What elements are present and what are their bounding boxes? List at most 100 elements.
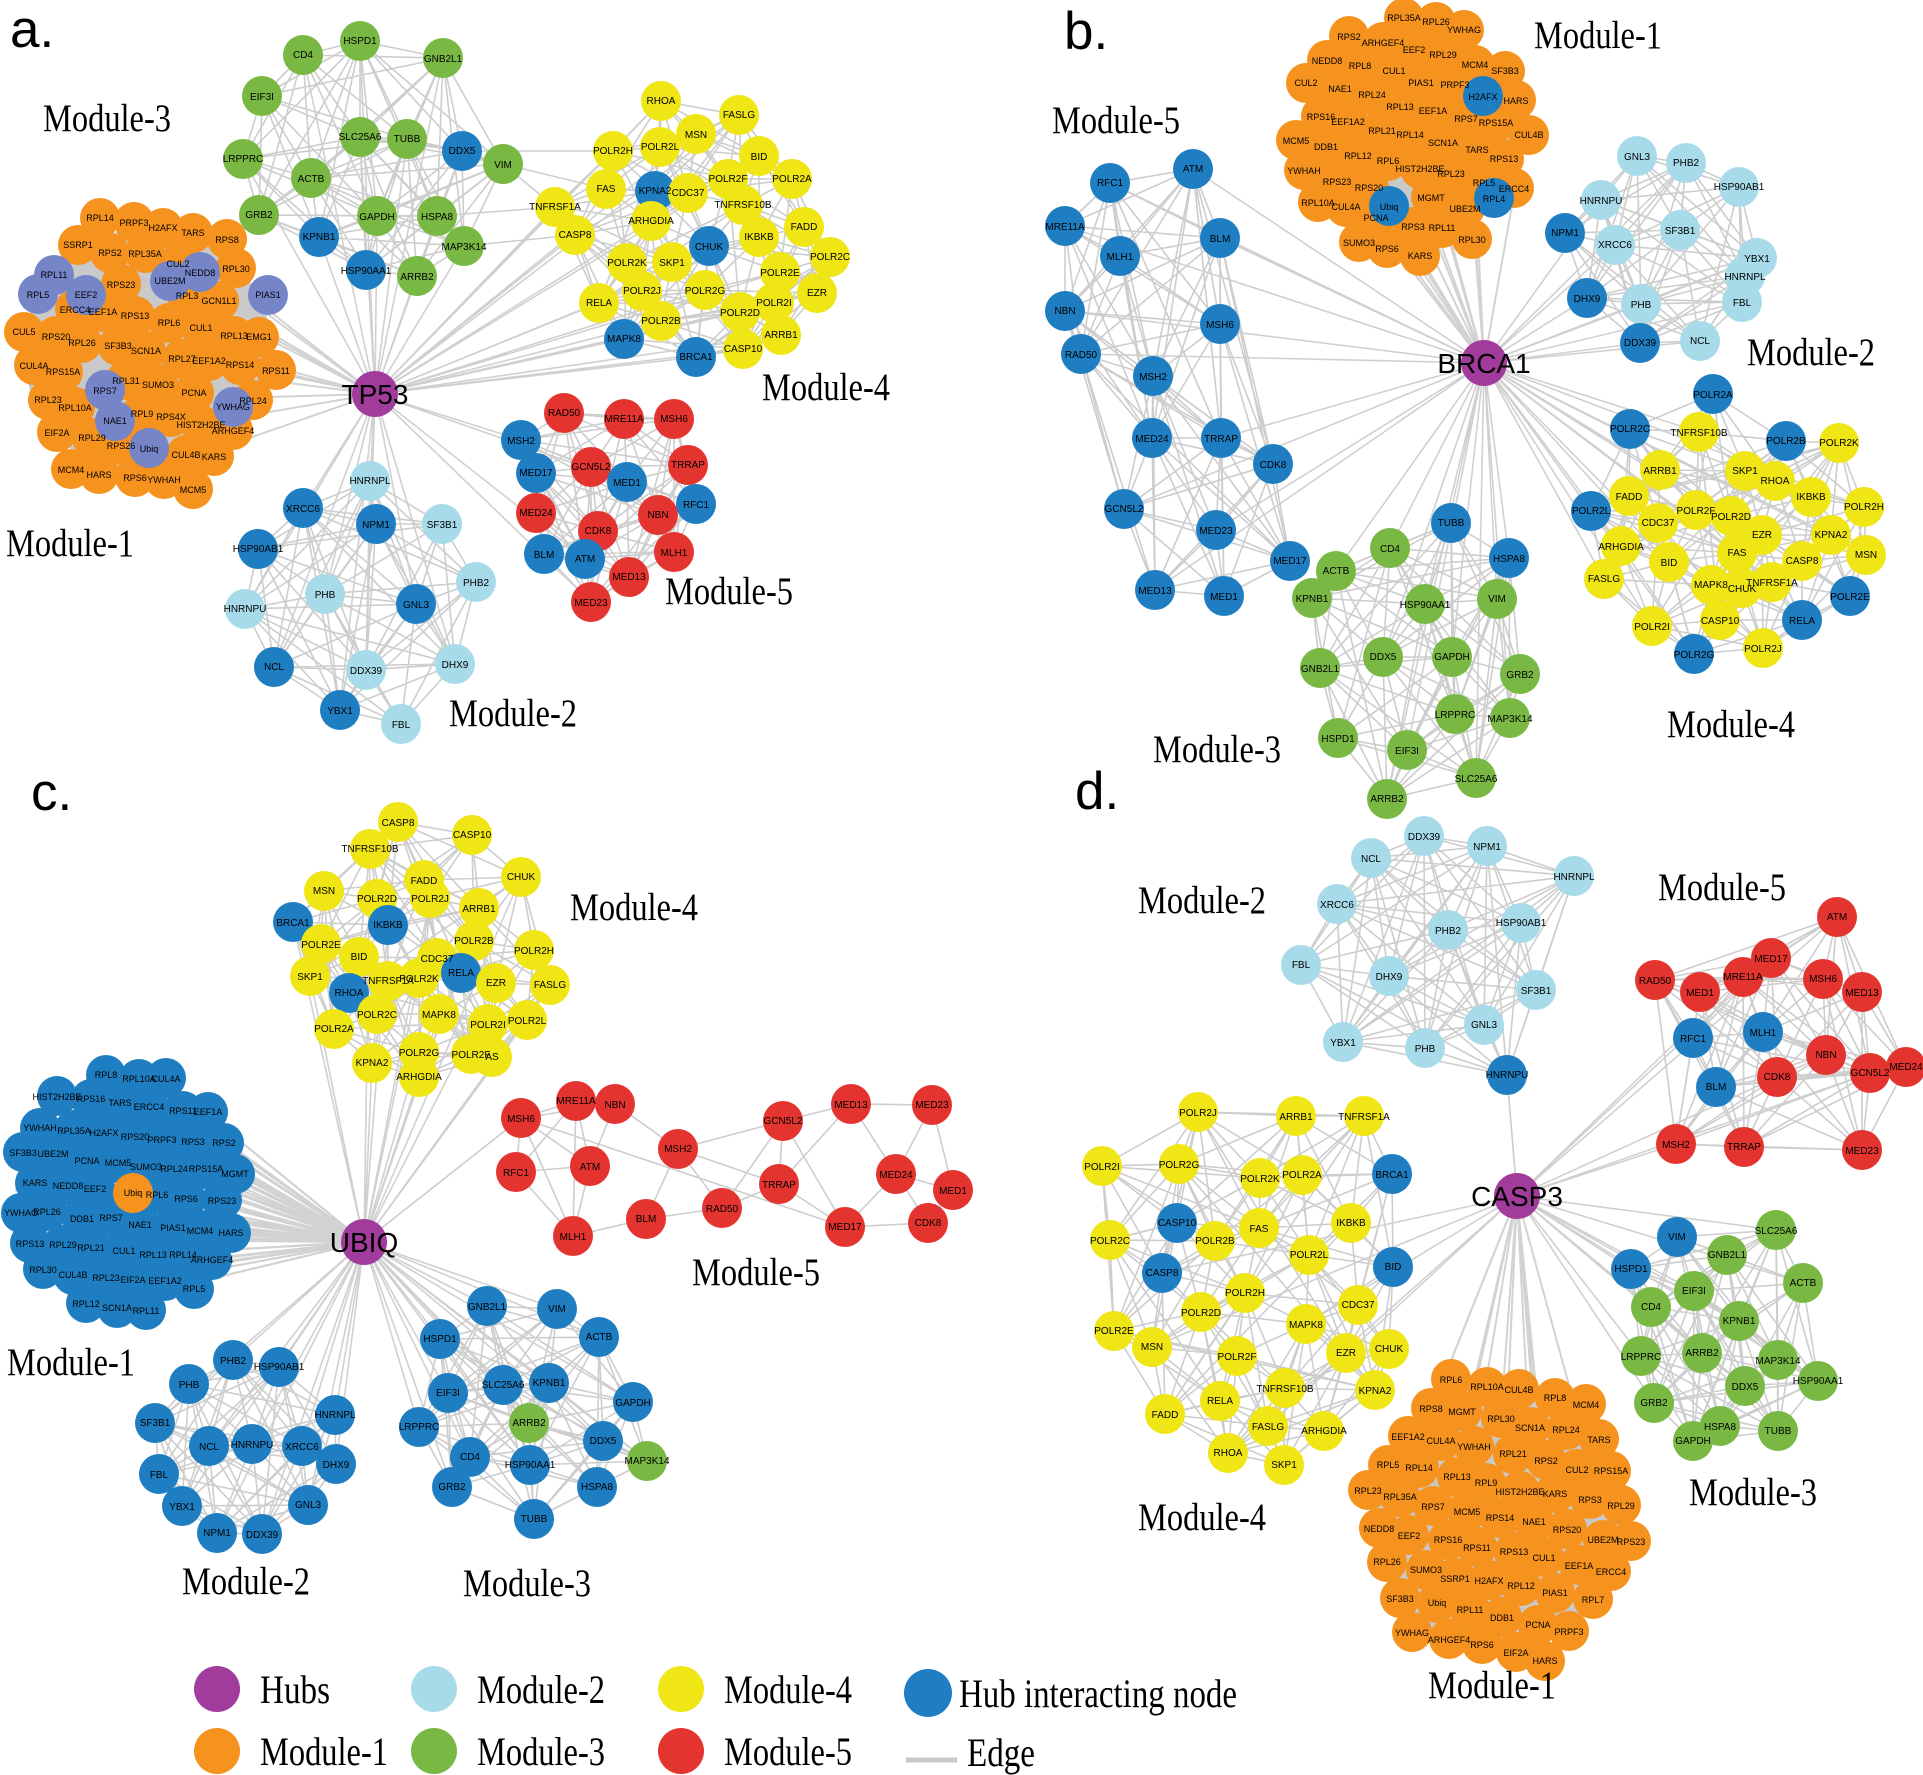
svg-text:Module-1: Module-1 (6, 522, 134, 565)
svg-text:MCM4: MCM4 (187, 1226, 214, 1236)
svg-text:RPL6: RPL6 (158, 318, 181, 328)
svg-text:VIM: VIM (1488, 594, 1506, 605)
svg-text:MED23: MED23 (1199, 526, 1233, 537)
svg-text:CASP8: CASP8 (1786, 556, 1819, 567)
svg-text:SF3B3: SF3B3 (1386, 1594, 1414, 1604)
svg-text:ARHGDIA: ARHGDIA (1598, 542, 1644, 553)
svg-text:UBE2M: UBE2M (37, 1149, 68, 1159)
svg-text:DDB1: DDB1 (70, 1214, 94, 1224)
svg-text:POLR2I: POLR2I (1084, 1162, 1120, 1173)
svg-text:CUL1: CUL1 (1382, 66, 1405, 76)
svg-text:RPS13: RPS13 (16, 1239, 45, 1249)
svg-text:CUL4B: CUL4B (58, 1270, 87, 1280)
svg-text:YWHAH: YWHAH (1287, 166, 1321, 176)
svg-text:POLR2J: POLR2J (411, 894, 449, 905)
svg-text:POLR2E: POLR2E (1094, 1326, 1134, 1337)
svg-text:HNRNPL: HNRNPL (1553, 872, 1595, 883)
svg-text:CHUK: CHUK (1728, 584, 1757, 595)
svg-text:Module-2: Module-2 (182, 1560, 310, 1603)
svg-text:RPL35A: RPL35A (57, 1126, 91, 1136)
svg-text:POLR2J: POLR2J (1744, 644, 1782, 655)
svg-text:POLR2B: POLR2B (641, 316, 681, 327)
svg-text:EZR: EZR (807, 288, 827, 299)
svg-text:RPL12: RPL12 (72, 1299, 100, 1309)
svg-text:ATM: ATM (1183, 164, 1203, 175)
svg-text:HNRNPU: HNRNPU (1580, 196, 1623, 207)
svg-text:PIAS1: PIAS1 (160, 1223, 186, 1233)
svg-text:EEF2: EEF2 (84, 1184, 107, 1194)
svg-text:POLR2J: POLR2J (623, 286, 661, 297)
svg-text:PRPF3: PRPF3 (1554, 1627, 1583, 1637)
svg-text:TARS: TARS (108, 1098, 131, 1108)
svg-text:YWHAH: YWHAH (1457, 1442, 1491, 1452)
svg-text:GNL3: GNL3 (295, 1500, 322, 1511)
svg-text:ERCC4: ERCC4 (1596, 1567, 1627, 1577)
svg-text:IKBKB: IKBKB (744, 232, 774, 243)
svg-text:CD4: CD4 (460, 1452, 480, 1463)
svg-text:BRCA1: BRCA1 (1375, 1170, 1409, 1181)
svg-text:SF3B3: SF3B3 (104, 341, 132, 351)
svg-text:DDX5: DDX5 (449, 146, 476, 157)
svg-text:MED17: MED17 (1273, 556, 1307, 567)
svg-text:POLR2F: POLR2F (1218, 1352, 1257, 1363)
svg-text:RHOA: RHOA (1214, 1448, 1243, 1459)
svg-text:Ubiq: Ubiq (1428, 1598, 1447, 1608)
svg-text:POLR2G: POLR2G (1159, 1160, 1200, 1171)
svg-text:RPS8: RPS8 (1419, 1404, 1443, 1414)
svg-text:POLR2H: POLR2H (514, 946, 554, 957)
svg-text:CUL4A: CUL4A (19, 361, 48, 371)
svg-text:RPS6: RPS6 (174, 1194, 198, 1204)
svg-text:RAD50: RAD50 (1065, 350, 1098, 361)
svg-text:CHUK: CHUK (507, 872, 536, 883)
svg-text:MAPK8: MAPK8 (1694, 580, 1728, 591)
svg-text:RFC1: RFC1 (503, 1168, 530, 1179)
svg-text:NBN: NBN (1815, 1050, 1836, 1061)
svg-text:BLM: BLM (1706, 1082, 1727, 1093)
svg-text:POLR2L: POLR2L (1572, 506, 1611, 517)
svg-text:Ubiq: Ubiq (1380, 202, 1399, 212)
svg-text:RPL23: RPL23 (92, 1273, 120, 1283)
svg-text:SSRP1: SSRP1 (1440, 1574, 1470, 1584)
svg-text:FASLG: FASLG (723, 110, 755, 121)
svg-text:MLH1: MLH1 (1750, 1028, 1777, 1039)
svg-text:MSN: MSN (1855, 550, 1877, 561)
svg-text:GCN5L2: GCN5L2 (572, 462, 611, 473)
svg-text:RPL6: RPL6 (1440, 1375, 1463, 1385)
svg-text:POLR2I: POLR2I (1634, 622, 1670, 633)
svg-text:MAPK8: MAPK8 (1289, 1320, 1323, 1331)
svg-text:CUL4A: CUL4A (151, 1074, 180, 1084)
svg-text:EEF1A2: EEF1A2 (1391, 1432, 1425, 1442)
svg-text:TP53: TP53 (342, 379, 409, 410)
svg-text:NEDD8: NEDD8 (185, 268, 216, 278)
svg-text:POLR2D: POLR2D (357, 894, 397, 905)
svg-text:RPL5: RPL5 (183, 1284, 206, 1294)
svg-text:TNFRSF10B: TNFRSF10B (1256, 1384, 1314, 1395)
svg-text:ARRB1: ARRB1 (462, 904, 496, 915)
svg-text:KARS: KARS (23, 1178, 48, 1188)
svg-text:Module-3: Module-3 (43, 97, 171, 140)
svg-text:ATM: ATM (580, 1162, 600, 1173)
svg-text:HSPD1: HSPD1 (1321, 734, 1355, 745)
svg-text:RPS11: RPS11 (262, 366, 290, 376)
svg-text:EMG1: EMG1 (246, 332, 272, 342)
svg-text:MRE11A: MRE11A (556, 1096, 596, 1107)
svg-text:HSPA8: HSPA8 (1704, 1422, 1736, 1433)
svg-text:ACTB: ACTB (1323, 566, 1350, 577)
svg-text:EIF3I: EIF3I (250, 92, 274, 103)
svg-text:Module-3: Module-3 (1689, 1471, 1817, 1514)
svg-text:RAD50: RAD50 (548, 408, 581, 419)
svg-text:UBE2M: UBE2M (1449, 204, 1480, 214)
svg-text:PCNA: PCNA (1363, 213, 1388, 223)
svg-text:SF3B3: SF3B3 (9, 1148, 37, 1158)
svg-text:RPL14: RPL14 (1396, 130, 1424, 140)
svg-text:DDX39: DDX39 (1624, 338, 1657, 349)
svg-text:RPL11: RPL11 (1429, 223, 1456, 233)
svg-text:CDC37: CDC37 (421, 954, 454, 965)
svg-text:Module-5: Module-5 (724, 1729, 852, 1774)
svg-text:KPNA2: KPNA2 (356, 1058, 389, 1069)
svg-text:GAPDH: GAPDH (359, 212, 395, 223)
svg-text:RPS2: RPS2 (212, 1138, 236, 1148)
svg-text:NPM1: NPM1 (203, 1528, 231, 1539)
svg-text:Hub interacting node: Hub interacting node (959, 1671, 1237, 1716)
svg-text:FASLG: FASLG (1588, 574, 1620, 585)
